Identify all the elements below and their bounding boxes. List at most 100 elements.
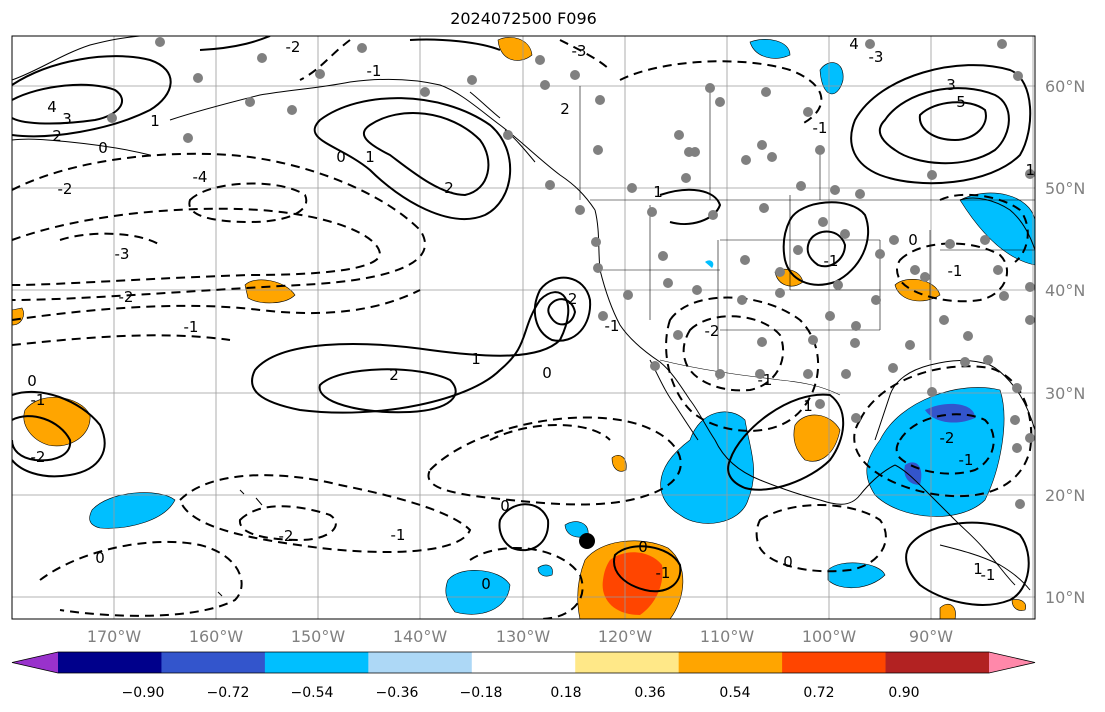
contour-label: -1	[391, 526, 406, 544]
contour-label: -2	[286, 38, 301, 56]
contour-label: 0	[336, 148, 346, 166]
contour-label: -2	[279, 527, 294, 545]
colorbar-extend-min	[12, 652, 58, 673]
contour-labels: 4 3 2 1 0 -2 -3 -4 -1 5 3 -1 -2 2 1 0 -1…	[27, 35, 1035, 593]
lon-label: 100°W	[802, 627, 857, 646]
colorbar-tick-label: −0.90	[122, 685, 165, 701]
contour-label: 0	[95, 549, 105, 567]
contour-label: -1	[959, 451, 974, 469]
storm-center-marker	[579, 533, 595, 549]
colorbar-segment	[161, 652, 266, 673]
colorbar-tick-label: −0.18	[460, 685, 503, 701]
contour-label: 1	[471, 350, 481, 368]
colorbar: −0.90 −0.72 −0.54 −0.36 −0.18 0.18 0.36 …	[11, 651, 1036, 701]
contour-label: -1	[758, 371, 773, 389]
graticule	[12, 36, 1035, 619]
colorbar-tick-label: 0.90	[888, 685, 919, 701]
contour-label: -2	[563, 290, 578, 308]
longitude-labels: 170°W 160°W 150°W 140°W 130°W 120°W 110°…	[87, 627, 953, 646]
map-title: 2024072500 F096	[450, 9, 597, 28]
colorbar-tick-label: 0.54	[719, 685, 750, 701]
lon-label: 150°W	[291, 627, 346, 646]
contour-label: -1	[824, 252, 839, 270]
contour-label: 1	[150, 112, 160, 130]
borders	[579, 86, 1035, 396]
lat-label: 40°N	[1045, 281, 1085, 300]
contour-label: 1	[365, 148, 375, 166]
colorbar-segment	[575, 652, 680, 673]
contour-label: -1	[605, 317, 620, 335]
contour-label: 2	[444, 179, 454, 197]
contour-label: 2	[52, 127, 62, 145]
contour-label: -1	[31, 391, 46, 409]
contour-label: -2	[58, 180, 73, 198]
contour-label: -3	[869, 48, 884, 66]
lat-label: 20°N	[1045, 486, 1085, 505]
lon-label: 160°W	[189, 627, 244, 646]
contour-label: -3	[572, 42, 587, 60]
contours	[12, 36, 1033, 619]
contour-label: 3	[62, 110, 72, 128]
colorbar-segment	[58, 652, 162, 673]
lat-label: 30°N	[1045, 384, 1085, 403]
shaded-regions	[12, 37, 1035, 619]
contour-label: 4	[47, 98, 57, 116]
contour-label: 1	[1025, 161, 1035, 179]
lon-label: 110°W	[700, 627, 755, 646]
contour-label: -1	[184, 318, 199, 336]
colorbar-segment	[264, 652, 369, 673]
coastlines	[12, 36, 1035, 597]
lat-label: 50°N	[1045, 179, 1085, 198]
lon-label: 140°W	[393, 627, 448, 646]
lon-label: 130°W	[496, 627, 551, 646]
contour-label: 0	[481, 575, 491, 593]
contour-label: -4	[193, 168, 208, 186]
colorbar-segment	[678, 652, 783, 673]
colorbar-segment	[782, 652, 887, 673]
contour-label: -1	[656, 564, 671, 582]
colorbar-segment	[368, 652, 473, 673]
contour-label: -1	[948, 262, 963, 280]
colorbar-tick-label: −0.54	[291, 685, 334, 701]
contour-label: 1	[653, 183, 663, 201]
contour-label: -2	[31, 448, 46, 466]
contour-label: 2	[560, 100, 570, 118]
colorbar-extend-max	[989, 652, 1035, 673]
contour-label: 0	[27, 372, 37, 390]
lat-label: 10°N	[1045, 588, 1085, 607]
contour-label: -3	[115, 245, 130, 263]
lon-label: 90°W	[909, 627, 953, 646]
colorbar-tick-label: −0.72	[207, 685, 250, 701]
colorbar-outline	[11, 651, 1036, 674]
colorbar-segment	[471, 652, 576, 673]
contour-label: -2	[940, 429, 955, 447]
contour-label: -1	[813, 119, 828, 137]
latitude-labels: 60°N 50°N 40°N 30°N 20°N 10°N	[1045, 77, 1085, 607]
lon-label: 170°W	[87, 627, 142, 646]
colorbar-tick-label: −0.36	[376, 685, 419, 701]
contour-label: -1	[981, 566, 996, 584]
lat-label: 60°N	[1045, 77, 1085, 96]
contour-label: 0	[908, 231, 918, 249]
contour-label: 1	[803, 397, 813, 415]
contour-label: 4	[849, 35, 859, 53]
contour-label: -1	[367, 62, 382, 80]
colorbar-segments	[11, 651, 1036, 674]
station-markers	[107, 37, 1035, 509]
contour-label: 5	[956, 93, 966, 111]
contour-label: 0	[638, 538, 648, 556]
colorbar-tick-label: 0.18	[550, 685, 581, 701]
map-frame	[11, 35, 1036, 620]
colorbar-tick-label: 0.36	[634, 685, 665, 701]
contour-label: -2	[119, 288, 134, 306]
colorbar-segment	[885, 652, 990, 673]
contour-label: 0	[542, 364, 552, 382]
contour-label: 0	[98, 139, 108, 157]
contour-label: 2	[389, 366, 399, 384]
contour-label: 0	[783, 553, 793, 571]
contour-label: 0	[500, 497, 510, 515]
colorbar-tick-label: 0.72	[803, 685, 834, 701]
lon-label: 120°W	[598, 627, 653, 646]
map-panel: 4 3 2 1 0 -2 -3 -4 -1 5 3 -1 -2 2 1 0 -1…	[12, 35, 1035, 619]
